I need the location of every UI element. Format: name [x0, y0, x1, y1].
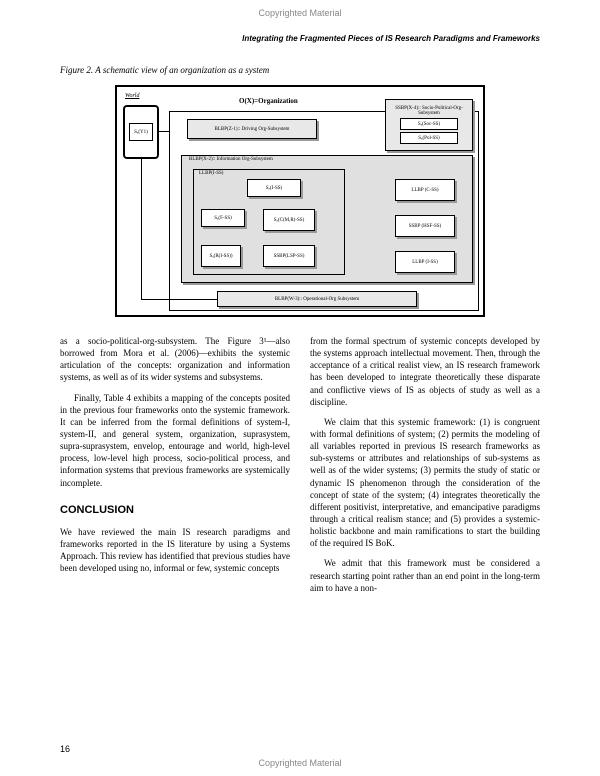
sociopol-box: SSBP(X-4):: Socio-Political-Org-Subsyste… — [385, 99, 473, 151]
llbp-iss-label: LLBP(I-SS) — [199, 171, 223, 176]
llbp-iss2: LLBP (I-SS) — [395, 251, 455, 273]
llbp-css: LLBP (C-SS) — [395, 179, 455, 201]
body-columns: as a socio-political-org-subsystem. The … — [60, 335, 540, 602]
figure-diagram: World Sₓ(Y1) O(X)=Organization BLBP(Z-1)… — [115, 85, 485, 317]
box-mr: Sₓ(C(M,R)-SS) — [263, 209, 315, 231]
copyright-bottom: Copyrighted Material — [0, 758, 600, 768]
sociopol-soc: Sₓ(Soc-SS) — [400, 118, 458, 130]
connector-line — [141, 159, 142, 299]
figure-caption: Figure 2. A schematic view of an organiz… — [60, 65, 540, 75]
paragraph: as a socio-political-org-subsystem. The … — [60, 335, 290, 384]
paragraph: We claim that this systemic framework: (… — [310, 416, 540, 550]
left-column: as a socio-political-org-subsystem. The … — [60, 335, 290, 602]
sociopol-title: SSBP(X-4):: Socio-Political-Org-Subsyste… — [388, 106, 470, 116]
operational-box: BLBP(W-3):: Operational-Org Subsystem — [217, 291, 417, 307]
page-content: Figure 2. A schematic view of an organiz… — [0, 43, 600, 602]
right-column: from the formal spectrum of systemic con… — [310, 335, 540, 602]
paragraph: from the formal spectrum of systemic con… — [310, 335, 540, 408]
conclusion-heading: CONCLUSION — [60, 503, 290, 518]
box-fss: Sₓ(F-SS) — [201, 209, 245, 227]
chapter-header: Integrating the Fragmented Pieces of IS … — [0, 18, 600, 43]
sociopol-pol: Sₓ(Pol-SS) — [400, 132, 458, 144]
paragraph: We have reviewed the main IS research pa… — [60, 526, 290, 575]
ssbp-hsf: SSBP (HSF-SS) — [395, 215, 455, 237]
info-subsystem-label: BLBP(X-2):: Information Org-Subsystem — [189, 157, 273, 162]
connector-line — [141, 299, 217, 300]
copyright-top: Copyrighted Material — [0, 0, 600, 18]
box-ssbp: SSBP(LSP-SS) — [263, 245, 315, 267]
world-inner: Sₓ(Y1) — [129, 123, 153, 141]
paragraph: We admit that this framework must be con… — [310, 557, 540, 593]
box-ri: Sₓ(R(I-SS)) — [201, 245, 241, 267]
paragraph: Finally, Table 4 exhibits a mapping of t… — [60, 392, 290, 489]
page-number: 16 — [60, 744, 70, 754]
org-label: O(X)=Organization — [239, 97, 298, 105]
world-label: World — [125, 93, 139, 99]
driving-subsystem-box: BLBP(Z-1):: Driving Org-Subsystem — [187, 119, 317, 139]
world-box: Sₓ(Y1) — [123, 105, 159, 159]
box-iss: Sₓ(I-SS) — [247, 179, 301, 197]
connector-line — [159, 131, 169, 132]
